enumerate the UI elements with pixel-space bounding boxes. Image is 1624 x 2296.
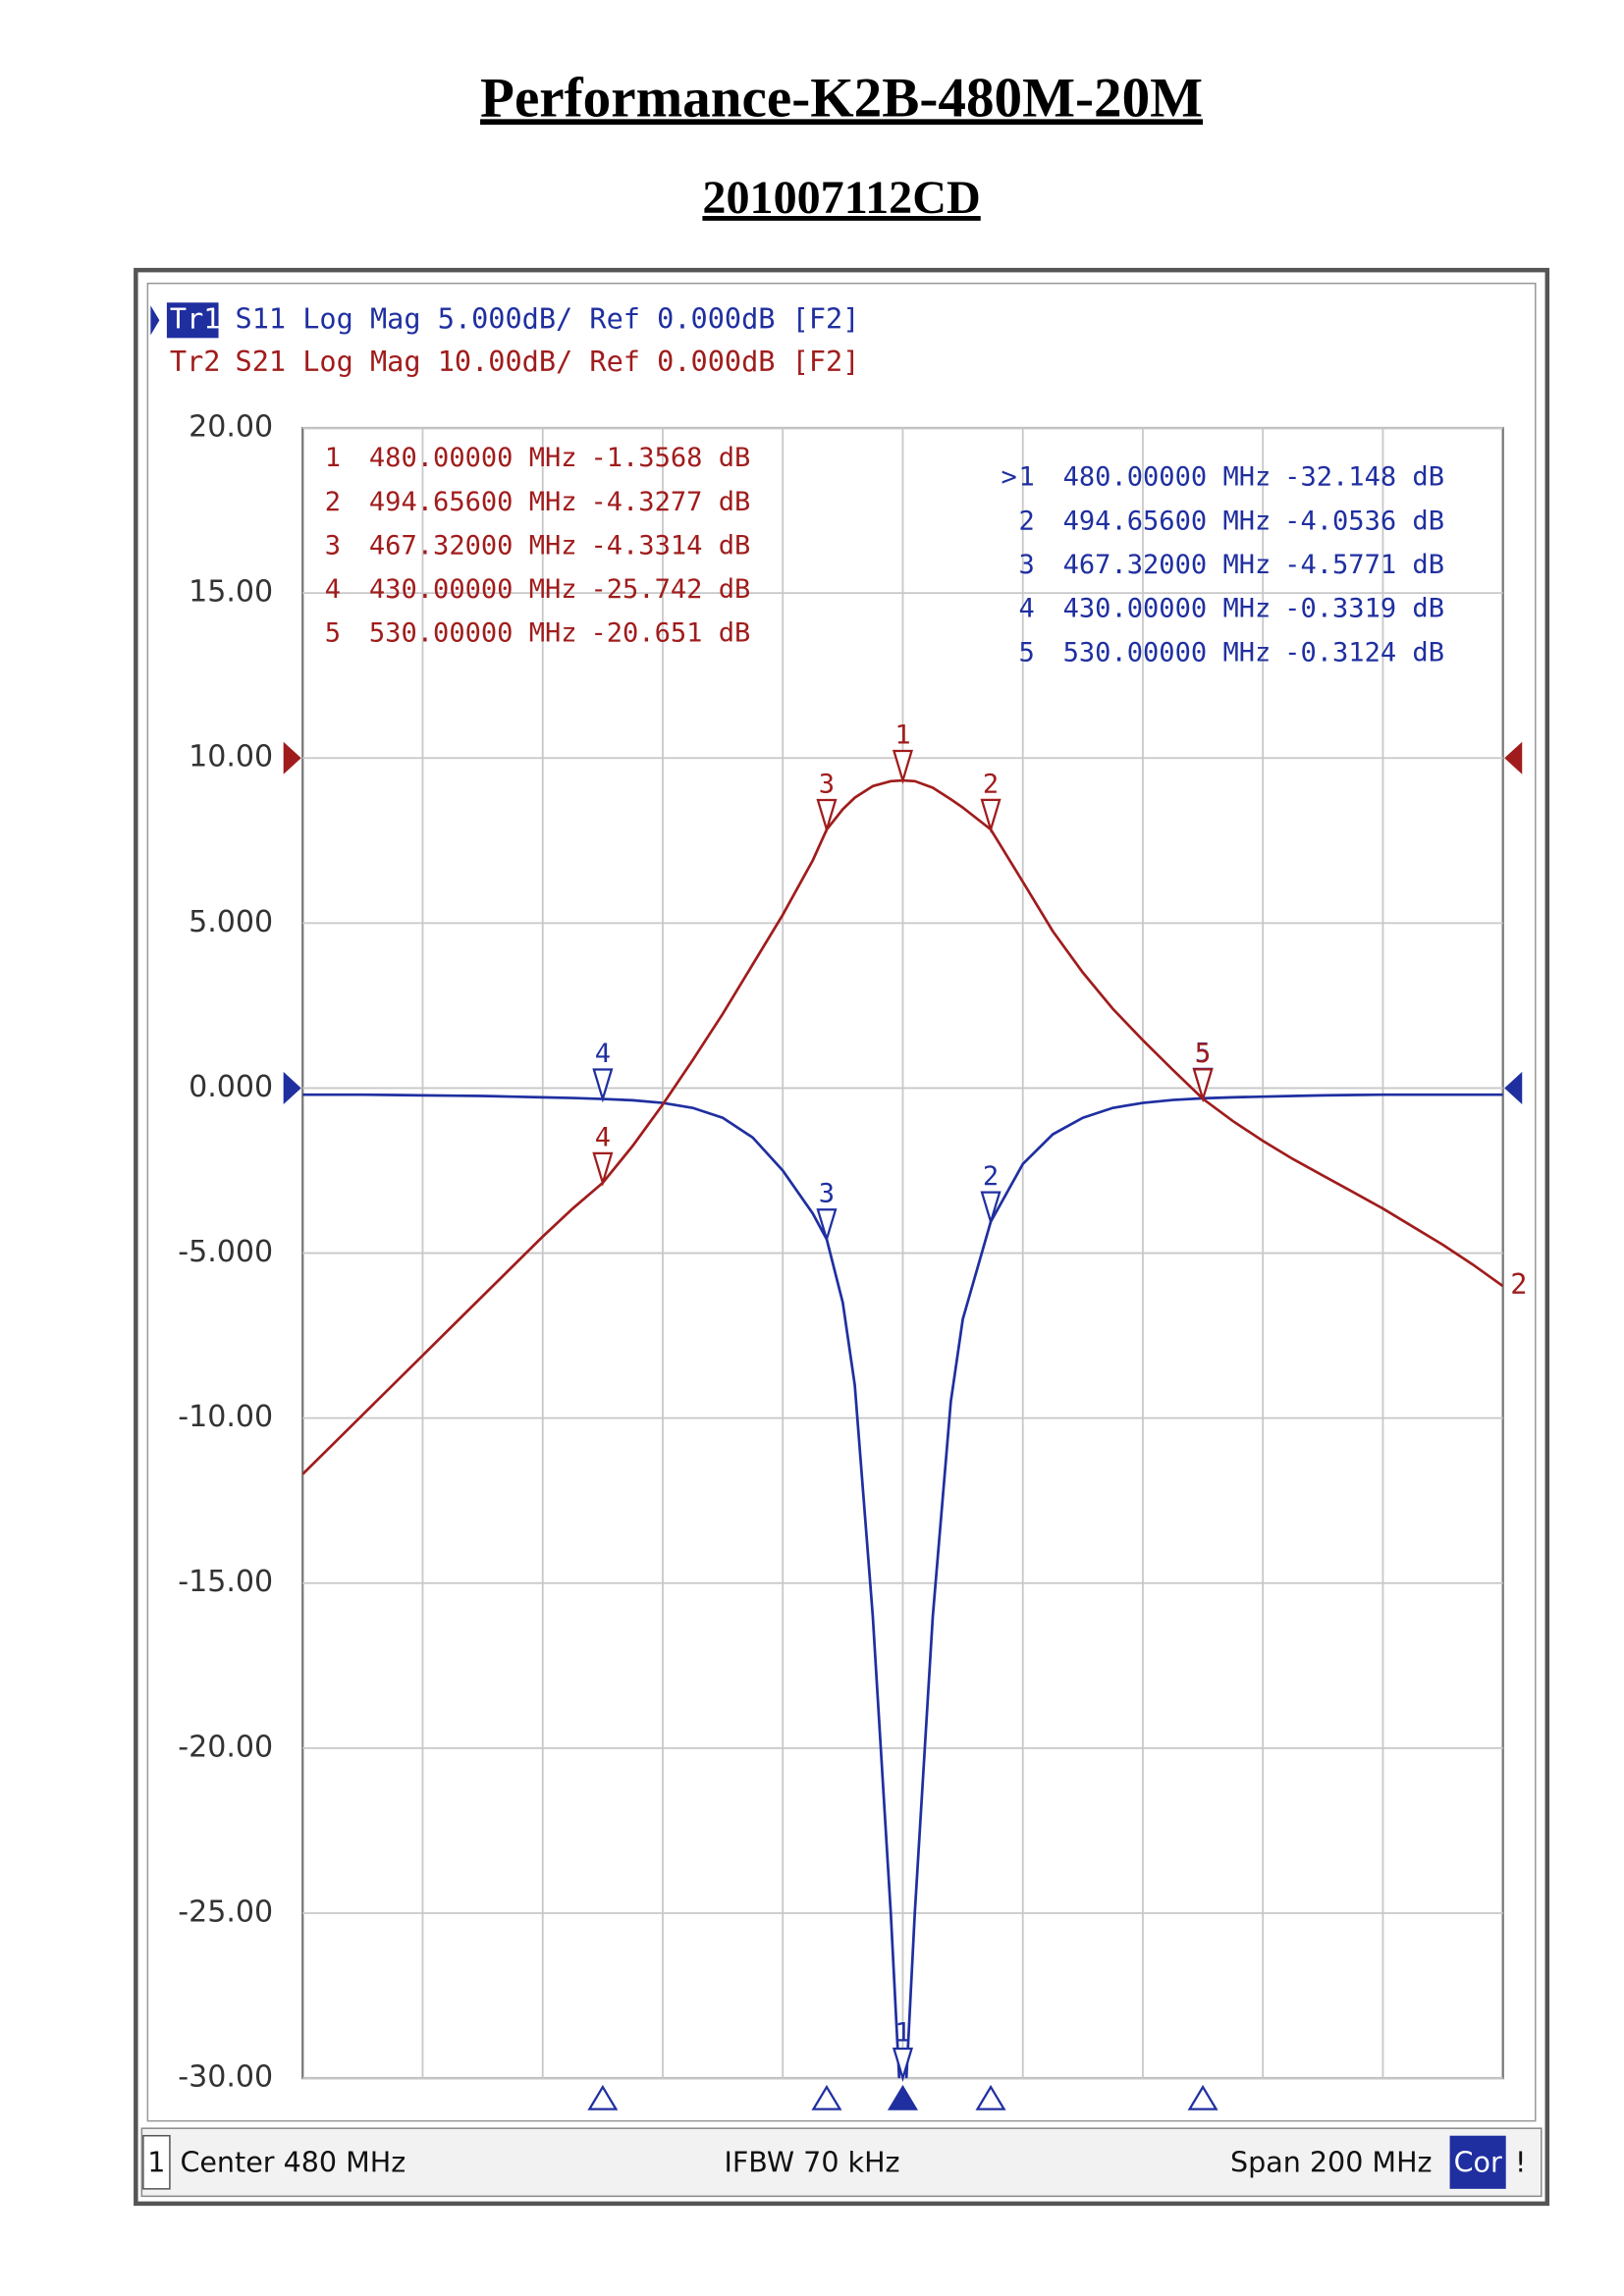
marker-value: -4.5771 dB <box>1284 550 1444 580</box>
marker-position <box>811 2084 842 2110</box>
marker-frequency: 494.65600 MHz <box>369 487 577 517</box>
marker-position <box>887 2084 918 2110</box>
marker-label: 3 <box>819 769 835 799</box>
reference-marker-right <box>1504 741 1523 774</box>
marker-value: -4.3314 dB <box>590 530 750 561</box>
marker-frequency: 467.32000 MHz <box>369 530 577 561</box>
reference-marker-left <box>283 741 301 774</box>
chart-subtitle: 201007112CD <box>702 172 980 224</box>
marker <box>1192 1068 1214 1103</box>
active-trace-pointer <box>150 305 160 336</box>
marker-frequency: 430.00000 MHz <box>1063 594 1272 624</box>
marker <box>592 1068 614 1103</box>
marker <box>892 2047 914 2082</box>
marker-value: -4.3277 dB <box>590 487 750 517</box>
marker-value: -0.3124 dB <box>1284 637 1444 667</box>
marker-value: -0.3319 dB <box>1284 594 1444 624</box>
trace-line <box>302 1093 1503 2079</box>
marker-label: 1 <box>894 2017 910 2048</box>
active-marker-indicator: > <box>1001 462 1016 493</box>
marker <box>592 1151 614 1187</box>
legend-entry: Tr1 <box>170 301 221 335</box>
y-tick-label: 5.000 <box>189 905 273 939</box>
trace-line <box>302 778 1503 1475</box>
marker-frequency: 430.00000 MHz <box>369 574 577 605</box>
trace-settings: S21 Log Mag 10.00dB/ Ref 0.000dB [F2] <box>236 345 860 378</box>
trace-settings: S11 Log Mag 5.000dB/ Ref 0.000dB [F2] <box>236 301 860 335</box>
y-tick-label: 10.00 <box>189 740 273 774</box>
channel-box <box>142 2134 171 2190</box>
marker-value: -4.0536 dB <box>1284 506 1444 536</box>
marker-id: 4 <box>1019 594 1035 624</box>
marker <box>816 798 838 833</box>
marker-id: 5 <box>1019 637 1035 667</box>
marker-value: -1.3568 dB <box>590 443 750 473</box>
active-trace-highlight <box>166 302 219 339</box>
reference-marker-right <box>1504 1071 1523 1104</box>
correction: Cor <box>1454 2145 1502 2178</box>
marker-label: 1 <box>894 720 910 750</box>
marker-label: 4 <box>595 1039 611 1069</box>
chart-title: Performance-K2B-480M-20M <box>480 67 1203 129</box>
marker-frequency: 530.00000 MHz <box>1063 637 1272 667</box>
marker-frequency: 480.00000 MHz <box>1063 462 1272 493</box>
y-tick-label: -15.00 <box>178 1565 273 1599</box>
screen-area <box>146 282 1537 2122</box>
status: ! <box>1515 2145 1526 2178</box>
marker-id: 4 <box>325 574 341 605</box>
y-tick-label: 0.000 <box>189 1070 273 1104</box>
marker-label: 5 <box>1195 1038 1211 1068</box>
marker-id: 2 <box>1019 506 1035 536</box>
marker <box>980 798 1001 833</box>
y-tick-label: -25.00 <box>178 1895 273 1929</box>
marker <box>980 1191 1001 1226</box>
marker-position <box>1187 2084 1218 2110</box>
marker <box>816 1208 838 1244</box>
reference-marker-left <box>283 1071 301 1104</box>
correction-box <box>1449 2135 1506 2189</box>
marker-label: 2 <box>983 769 999 799</box>
channel: 1 <box>147 2145 165 2178</box>
marker-frequency: 530.00000 MHz <box>369 618 577 649</box>
marker-label: 2 <box>983 1161 999 1192</box>
marker-id: 2 <box>325 487 341 517</box>
status-bar <box>140 2127 1543 2198</box>
y-tick-label: -10.00 <box>178 1400 273 1434</box>
marker-value: -32.148 dB <box>1284 462 1444 493</box>
marker-id: 5 <box>325 618 341 649</box>
marker-frequency: 480.00000 MHz <box>369 443 577 473</box>
marker-value: -25.742 dB <box>590 574 750 605</box>
marker-position <box>975 2084 1006 2110</box>
marker-label: 3 <box>819 1179 835 1209</box>
marker-id: 1 <box>325 443 341 473</box>
legend-entry: Tr2 <box>170 345 221 378</box>
marker-id: 3 <box>325 530 341 561</box>
marker-label: 5 <box>1195 1039 1211 1069</box>
marker-frequency: 467.32000 MHz <box>1063 550 1272 580</box>
y-tick-label: -20.00 <box>178 1730 273 1764</box>
ifbw: IFBW 70 kHz <box>724 2145 899 2178</box>
center-frequency: Center 480 MHz <box>180 2145 406 2178</box>
marker-position <box>587 2084 619 2110</box>
marker-id: 1 <box>1019 462 1035 493</box>
marker-value: -20.651 dB <box>590 618 750 649</box>
y-tick-label: -30.00 <box>178 2060 273 2095</box>
marker-frequency: 494.65600 MHz <box>1063 506 1272 536</box>
marker-label: 4 <box>595 1122 611 1152</box>
trace-header: Tr1 S11 Log Mag 5.000dB/ Ref 0.000dB [F2] <box>170 301 860 335</box>
span: Span 200 MHz <box>1230 2145 1433 2178</box>
y-tick-label: -5.000 <box>178 1235 273 1269</box>
trace-end-label: 2 <box>1510 1267 1527 1301</box>
marker <box>892 749 914 784</box>
trace-header: Tr2 S21 Log Mag 10.00dB/ Ref 0.000dB [F2] <box>170 345 860 378</box>
y-tick-label: 15.00 <box>189 575 273 610</box>
marker-id: 3 <box>1019 550 1035 580</box>
y-tick-label: 20.00 <box>189 410 273 445</box>
